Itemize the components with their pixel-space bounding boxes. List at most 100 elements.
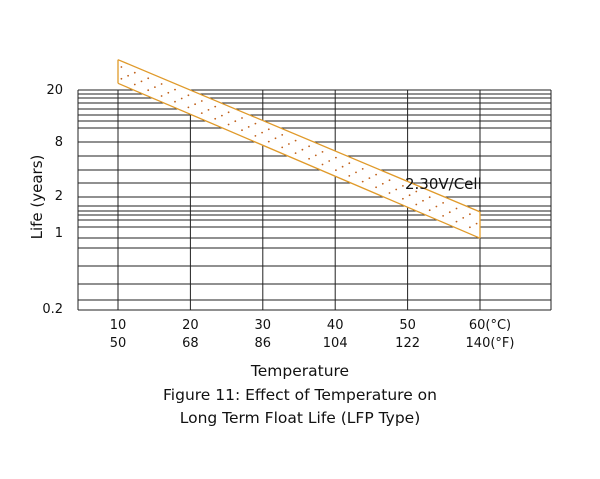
band-dot: [267, 140, 270, 143]
y-axis-ticks: 20 8 2 1 0.2: [42, 83, 63, 317]
band-dot: [408, 194, 411, 197]
band-dot: [221, 114, 223, 117]
band-dot: [200, 112, 203, 114]
band-dot: [261, 131, 263, 134]
band-dot: [214, 105, 217, 108]
band-upper-line: [117, 59, 481, 213]
band-dot: [174, 100, 176, 103]
y-tick-label: 0.2: [42, 302, 63, 317]
band-dot: [147, 77, 150, 80]
band-dot: [475, 222, 478, 225]
band-dot: [422, 199, 424, 202]
band-dot: [147, 89, 150, 92]
band-dot: [194, 103, 197, 106]
band-dot: [335, 156, 337, 159]
band-dot: [348, 162, 351, 165]
band-dot: [133, 83, 136, 86]
band-dot: [455, 207, 458, 210]
x-tick-label-celsius: 20: [182, 318, 199, 333]
band-dot: [335, 169, 337, 172]
vertical-gridlines: [77, 90, 552, 310]
band-dot: [200, 100, 203, 102]
band-dot: [227, 123, 230, 126]
band-dot: [241, 129, 243, 132]
band-dot: [381, 182, 384, 185]
band-dot: [234, 120, 237, 123]
band-dot: [442, 215, 444, 217]
band-dot: [321, 151, 324, 153]
band-dot: [469, 226, 471, 229]
y-tick-label: 20: [46, 83, 63, 98]
band-dot: [120, 66, 123, 68]
x-tick-label-fahrenheit: 50: [110, 336, 127, 351]
x-tick-label-fahrenheit: 86: [255, 336, 272, 351]
chart-title: Figure 11: Effect of Temperature on: [163, 386, 437, 404]
band-dot: [120, 77, 123, 80]
y-axis-label: Life (years): [28, 155, 46, 240]
band-dot: [308, 145, 310, 148]
band-dot: [361, 168, 364, 170]
band-dot: [435, 205, 438, 208]
band-dot: [140, 80, 143, 83]
x-tick-label-celsius: 50: [399, 318, 416, 333]
band-dot: [187, 106, 190, 109]
band-dot: [462, 217, 465, 219]
band-dot: [314, 154, 317, 157]
band-dot: [415, 203, 418, 206]
band-dot: [167, 91, 170, 94]
band-dot: [160, 83, 163, 85]
band-dot: [174, 88, 176, 91]
band-dot: [402, 197, 404, 200]
band-dot: [308, 157, 310, 160]
band-dot: [328, 160, 331, 162]
band-dot: [267, 128, 270, 131]
band-dot: [375, 173, 377, 176]
band-dot: [402, 185, 404, 187]
x-tick-label-celsius: 30: [255, 318, 272, 333]
x-tick-label-fahrenheit: 140(°F): [466, 336, 515, 351]
band-dot: [388, 192, 391, 194]
band-dot: [154, 86, 156, 88]
chart-subtitle: Long Term Float Life (LFP Type): [179, 409, 421, 427]
x-tick-label-celsius: 60(°C): [469, 318, 511, 333]
band-dot: [301, 148, 304, 151]
band-dot: [428, 209, 431, 212]
y-tick-label: 8: [55, 135, 63, 150]
x-axis-label: Temperature: [250, 362, 350, 380]
band-annotation: 2.30V/Cell: [405, 175, 482, 193]
band-dot: [133, 71, 136, 74]
band-dot: [241, 117, 243, 119]
band-dot: [415, 190, 418, 193]
x-tick-label-celsius: 40: [327, 318, 344, 333]
y-tick-label: 1: [55, 226, 63, 241]
band-dot: [469, 213, 471, 216]
horizontal-gridlines: [78, 89, 551, 311]
band-dot: [214, 117, 217, 120]
band-dot: [254, 135, 257, 137]
band-dot: [388, 179, 391, 182]
band-dot: [281, 134, 284, 136]
band-dot: [294, 152, 297, 155]
band-dot: [448, 211, 451, 214]
life-band: [117, 59, 481, 239]
x-tick-label-fahrenheit: 122: [395, 336, 420, 351]
band-dot: [281, 146, 284, 149]
band-dot: [247, 126, 250, 128]
band-dot: [348, 175, 351, 177]
band-lower-line: [117, 82, 481, 239]
band-dot: [288, 143, 290, 145]
band-dot: [187, 94, 190, 97]
x-tick-label-celsius: 10: [110, 318, 127, 333]
band-dot: [375, 186, 377, 189]
band-dot: [395, 188, 398, 191]
x-axis-ticks: 10 20 30 40 50 60(°C) 50 68 86 104 122 140(°F): [110, 318, 515, 351]
band-dot: [368, 177, 371, 180]
band-dot: [294, 139, 297, 142]
x-tick-label-fahrenheit: 104: [323, 336, 348, 351]
band-dot: [341, 165, 344, 168]
band-dot: [180, 97, 183, 100]
band-dot: [355, 171, 357, 174]
band-dot: [227, 111, 230, 114]
band-dot: [254, 122, 257, 125]
